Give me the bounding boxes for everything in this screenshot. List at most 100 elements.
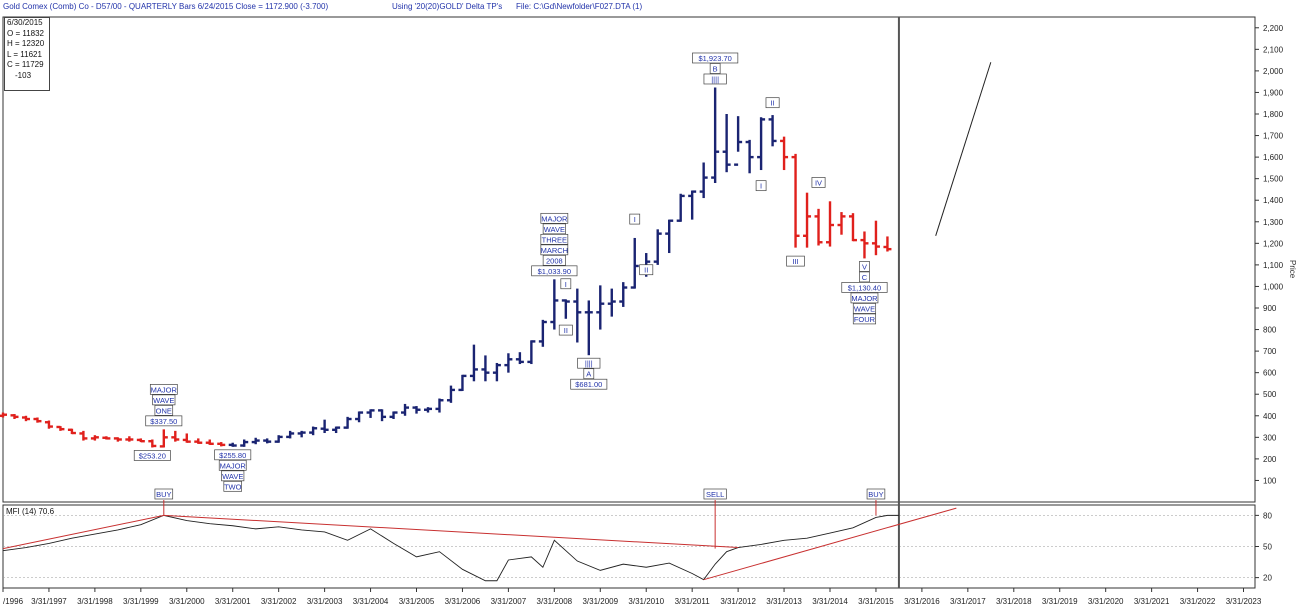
ohlc-bar bbox=[492, 362, 501, 382]
x-tick-label: /1996 bbox=[3, 597, 24, 606]
annotation-label: II bbox=[644, 266, 648, 275]
label-box bbox=[558, 324, 573, 336]
wave-marker: I bbox=[629, 213, 641, 225]
y-tick-label: 100 bbox=[1263, 476, 1277, 485]
ohlc-bar bbox=[251, 437, 260, 445]
label-box bbox=[154, 405, 174, 416]
annotation-label: $253.20 bbox=[139, 451, 166, 460]
annotation-label: A bbox=[586, 370, 591, 379]
ohlc-bar bbox=[757, 117, 766, 171]
annotation-label: I bbox=[634, 215, 636, 224]
annotation-label: $681.00 bbox=[575, 380, 602, 389]
mfi-line bbox=[2, 514, 899, 582]
ohlc-bar bbox=[240, 439, 249, 447]
label-box bbox=[540, 212, 569, 224]
x-tick-label: 3/31/1998 bbox=[77, 597, 113, 606]
ohlc-bar bbox=[607, 288, 616, 317]
ohlc-bar bbox=[309, 426, 318, 436]
wave-marker: I bbox=[755, 180, 767, 192]
annotation-label: MAJOR bbox=[151, 385, 178, 394]
wave-marker: II bbox=[639, 264, 654, 276]
x-tick-label: 3/31/2022 bbox=[1180, 597, 1216, 606]
wave-marker: III bbox=[786, 255, 805, 267]
ohlc-bar bbox=[515, 352, 524, 365]
y-tick-label: 2,200 bbox=[1263, 24, 1284, 33]
label-box bbox=[542, 254, 566, 266]
ohlc-bar bbox=[826, 201, 835, 247]
ohlc-bar bbox=[619, 282, 628, 307]
ohlc-bar bbox=[205, 439, 214, 445]
annotation-label: WAVE bbox=[544, 225, 565, 234]
x-tick-label: 3/31/2019 bbox=[1042, 597, 1078, 606]
x-tick-label: 3/31/1997 bbox=[31, 597, 67, 606]
y-tick-label: 1,200 bbox=[1263, 239, 1284, 248]
x-tick-label: 3/31/2013 bbox=[766, 597, 802, 606]
ohlc-bar bbox=[228, 442, 237, 447]
ohlc-bar bbox=[378, 409, 387, 422]
x-tick-label: 3/31/2020 bbox=[1088, 597, 1124, 606]
mfi-trend-line bbox=[163, 514, 739, 549]
ohlc-bar bbox=[435, 398, 444, 413]
mfi-y-tick-label: 20 bbox=[1263, 574, 1272, 583]
y-tick-label: 1,800 bbox=[1263, 110, 1284, 119]
x-tick-label: 3/31/2004 bbox=[353, 597, 389, 606]
ohlc-bar bbox=[401, 403, 410, 416]
label-box bbox=[223, 480, 242, 492]
ohlc-bar bbox=[630, 237, 639, 289]
ohlc-bar bbox=[332, 426, 341, 434]
y-tick-label: 1,100 bbox=[1263, 261, 1284, 270]
label-box bbox=[152, 394, 176, 406]
y-tick-label: 900 bbox=[1263, 304, 1277, 313]
annotation-label: |||| bbox=[711, 75, 719, 84]
ohlc-bar bbox=[113, 437, 122, 442]
ohlc-bar bbox=[768, 115, 777, 147]
ohlc-close: C = 11729 bbox=[7, 60, 44, 69]
wave-marker: IV bbox=[811, 177, 826, 188]
ohlc-bar bbox=[90, 435, 99, 441]
ohlc-bar bbox=[125, 436, 134, 442]
y-tick-label: 1,700 bbox=[1263, 132, 1284, 141]
ohlc-bar bbox=[0, 412, 7, 418]
label-box bbox=[866, 488, 886, 500]
ohlc-bar bbox=[412, 406, 421, 414]
ohlc-bar bbox=[56, 425, 65, 431]
x-tick-label: 3/31/2014 bbox=[812, 597, 848, 606]
ohlc-bar bbox=[653, 229, 662, 265]
x-tick-label: 3/31/2012 bbox=[720, 597, 756, 606]
signal-marker: BUY bbox=[154, 488, 174, 516]
mfi-y-tick-label: 50 bbox=[1263, 543, 1272, 552]
label-box bbox=[560, 278, 572, 290]
wave-marker: II bbox=[558, 324, 573, 336]
ohlc-bar bbox=[538, 319, 547, 347]
annotation-label: WAVE bbox=[854, 304, 875, 313]
ohlc-bar bbox=[320, 419, 329, 434]
label-box bbox=[218, 459, 247, 471]
annotation-label: III bbox=[792, 257, 798, 266]
ohlc-bar bbox=[573, 288, 582, 343]
x-tick-label: 3/31/2003 bbox=[307, 597, 343, 606]
ohlc-bar bbox=[711, 87, 720, 183]
label-box bbox=[786, 255, 805, 267]
annotation-label: MAJOR bbox=[851, 294, 878, 303]
study-label: Using '20(20)GOLD' Delta TP's bbox=[392, 2, 503, 11]
ohlc-bar bbox=[883, 236, 892, 252]
ohlc-bar bbox=[688, 190, 697, 220]
mfi-trend-line bbox=[703, 507, 957, 581]
annotation-label: MARCH bbox=[541, 246, 569, 255]
ohlc-bar bbox=[722, 114, 731, 173]
ohlc-bar bbox=[79, 430, 88, 441]
label-box bbox=[145, 415, 183, 427]
annotation-label: B bbox=[713, 64, 718, 73]
ohlc-bar bbox=[343, 416, 352, 429]
y-tick-label: 200 bbox=[1263, 455, 1277, 464]
label-box bbox=[542, 223, 566, 235]
label-box bbox=[692, 52, 739, 64]
ohlc-bar bbox=[837, 212, 846, 235]
annotation-label: $1,033.90 bbox=[538, 267, 571, 276]
label-box bbox=[639, 264, 654, 276]
wave-annotation: |||| A$681.00 bbox=[570, 357, 608, 390]
ohlc-bar bbox=[286, 430, 295, 439]
